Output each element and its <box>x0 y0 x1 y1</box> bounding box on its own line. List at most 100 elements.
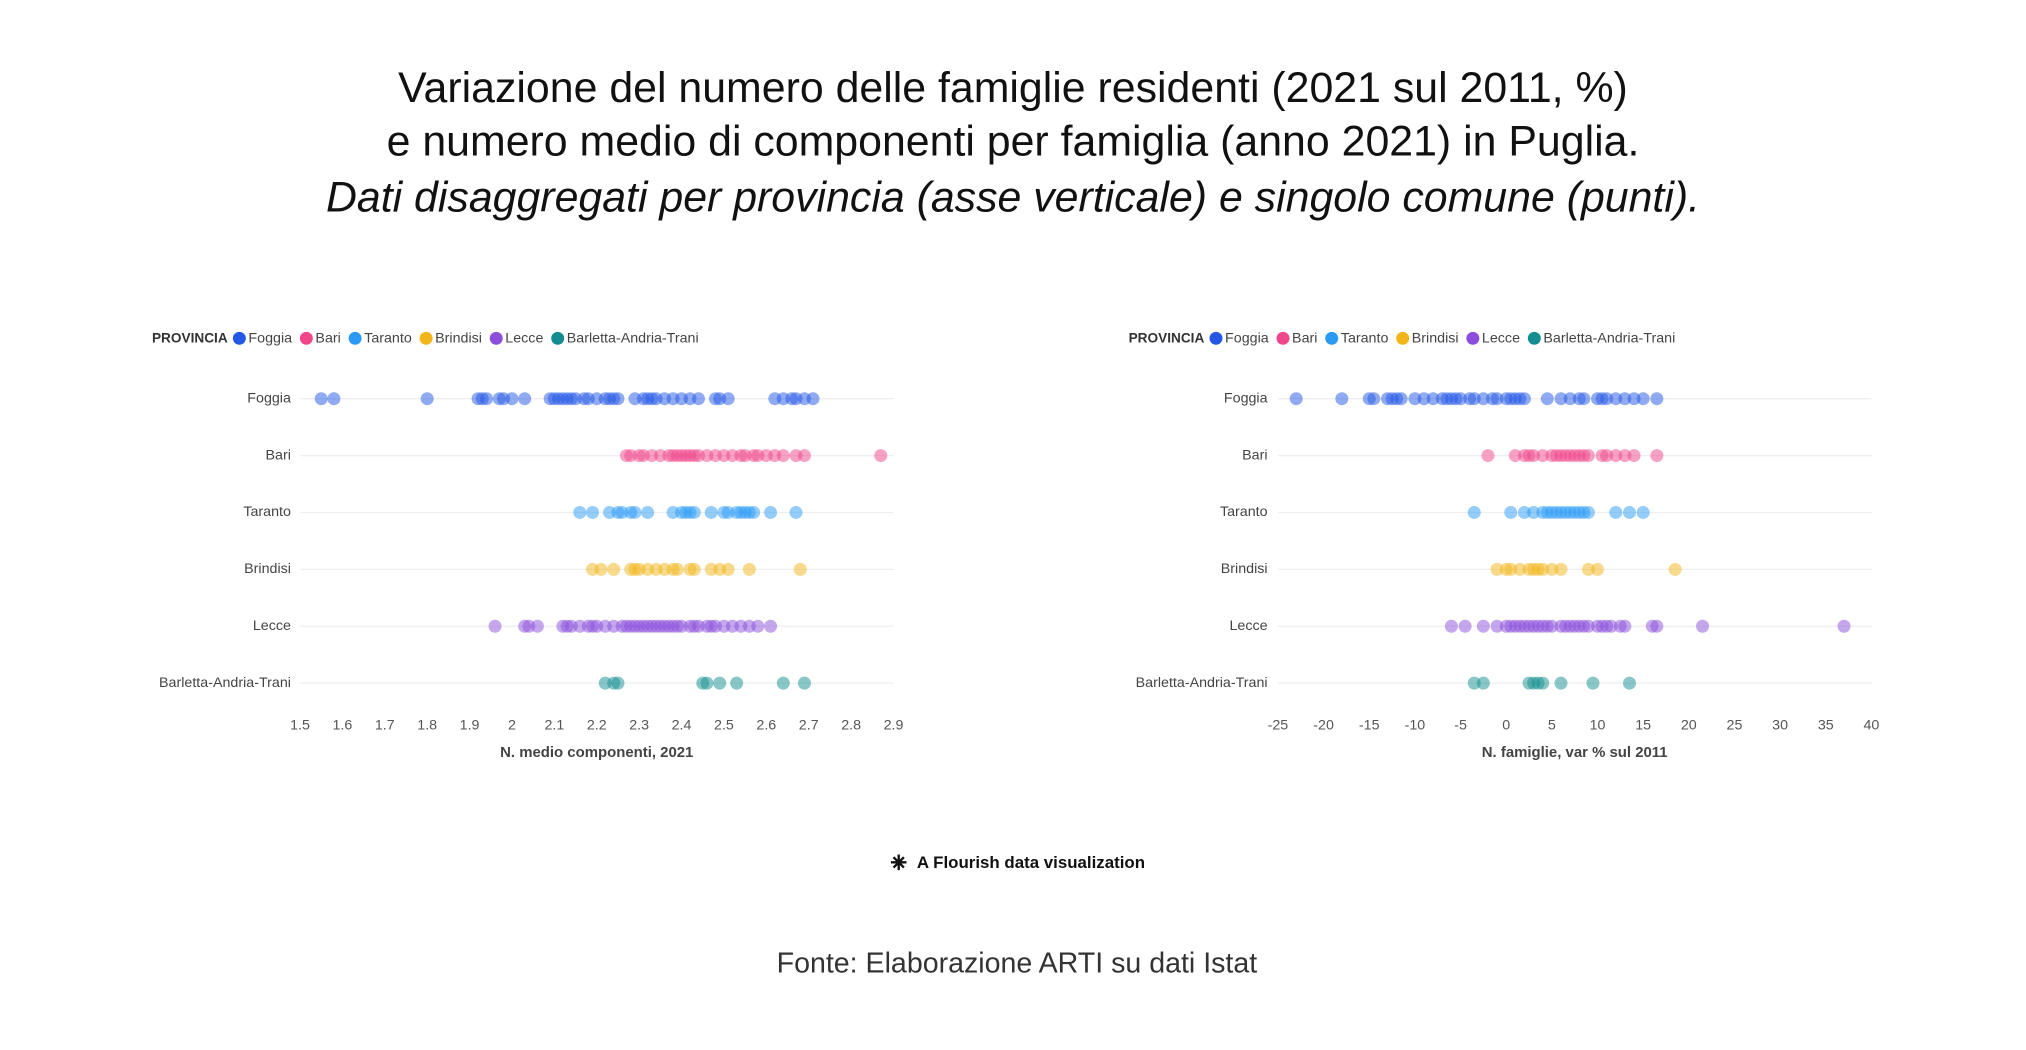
legend-title: PROVINCIA <box>1129 331 1205 346</box>
point <box>314 392 328 406</box>
x-tick-label: 2.4 <box>672 718 692 734</box>
point <box>1545 619 1559 633</box>
point <box>1481 449 1495 463</box>
legend-swatch <box>419 331 433 345</box>
row-label: Foggia <box>1224 390 1268 406</box>
x-tick-label: 1.9 <box>460 718 480 734</box>
point <box>1609 392 1623 406</box>
point <box>1467 676 1481 690</box>
x-tick-label: 35 <box>1818 718 1834 734</box>
x-tick-label: -20 <box>1313 718 1334 734</box>
point <box>628 505 642 519</box>
point <box>1454 392 1468 406</box>
point <box>713 676 727 690</box>
point <box>480 392 494 406</box>
point <box>1394 392 1408 406</box>
point <box>1609 505 1623 519</box>
legend-swatch <box>1396 331 1410 345</box>
point <box>1627 449 1641 463</box>
point <box>798 449 811 463</box>
point <box>327 392 341 406</box>
point <box>1513 562 1527 576</box>
point <box>1426 392 1440 406</box>
point <box>641 505 655 519</box>
x-tick-label: 2 <box>508 718 516 734</box>
point <box>1458 619 1472 633</box>
point <box>1837 619 1851 633</box>
point <box>1536 562 1550 576</box>
x-tick-label: 2.3 <box>629 718 649 734</box>
source: Fonte: Elaborazione ARTI su dati Istat <box>777 947 1258 979</box>
legend-label: Taranto <box>364 331 412 347</box>
x-tick-label: 1.5 <box>290 718 310 734</box>
point <box>1554 676 1568 690</box>
point <box>1554 562 1568 576</box>
point <box>764 619 778 633</box>
point <box>1577 392 1591 406</box>
row-label: Taranto <box>243 504 291 520</box>
point <box>1627 392 1641 406</box>
point <box>1604 619 1618 633</box>
point <box>1636 505 1650 519</box>
point <box>1504 562 1518 576</box>
x-tick-label: 2.8 <box>841 718 861 734</box>
legend-swatch <box>1209 331 1223 345</box>
point <box>1467 505 1481 519</box>
point <box>1490 619 1504 633</box>
legend-label: Brindisi <box>435 331 482 347</box>
point <box>806 392 820 406</box>
point <box>1591 562 1605 576</box>
point <box>742 562 756 576</box>
point <box>1609 449 1623 463</box>
x-tick-label: 15 <box>1635 718 1651 734</box>
point <box>687 562 701 576</box>
x-tick-label: -15 <box>1359 718 1380 734</box>
point <box>1476 676 1490 690</box>
point <box>687 505 701 519</box>
legend-label: Lecce <box>505 331 543 347</box>
row-label: Bari <box>266 447 291 463</box>
point <box>1536 449 1550 463</box>
x-tick-label: 5 <box>1548 718 1556 734</box>
x-tick-label: 1.8 <box>417 718 437 734</box>
flourish-icon <box>890 854 907 871</box>
point <box>1581 449 1595 463</box>
point <box>704 505 718 519</box>
point <box>1517 505 1531 519</box>
legend-swatch <box>232 331 246 345</box>
point <box>518 392 532 406</box>
legend-label: Foggia <box>1225 331 1269 347</box>
point <box>1696 619 1710 633</box>
row-label: Lecce <box>1229 618 1267 634</box>
point <box>1367 392 1381 406</box>
point <box>1600 392 1614 406</box>
row-label: Taranto <box>1220 504 1268 520</box>
point <box>798 676 811 690</box>
point <box>420 392 434 406</box>
point <box>1335 392 1349 406</box>
legend-label: Lecce <box>1482 331 1520 347</box>
x-tick-label: 30 <box>1772 718 1788 734</box>
point <box>1504 505 1518 519</box>
x-tick-label: 25 <box>1727 718 1743 734</box>
point <box>1545 562 1559 576</box>
point <box>573 505 587 519</box>
point <box>776 676 790 690</box>
legend-label: Taranto <box>1341 331 1389 347</box>
x-tick-label: 20 <box>1681 718 1697 734</box>
point <box>1536 676 1550 690</box>
row-label: Bari <box>1242 447 1267 463</box>
point <box>721 392 735 406</box>
point <box>594 562 608 576</box>
point <box>1408 392 1422 406</box>
point <box>1517 392 1531 406</box>
point <box>530 619 544 633</box>
legend-title: PROVINCIA <box>152 331 228 346</box>
point <box>1650 619 1664 633</box>
title-line: e numero medio di componenti per famigli… <box>387 117 1640 165</box>
point <box>1490 562 1504 576</box>
legend-label: Bari <box>315 331 340 347</box>
point <box>505 392 519 406</box>
point <box>1581 505 1595 519</box>
point <box>1476 619 1490 633</box>
